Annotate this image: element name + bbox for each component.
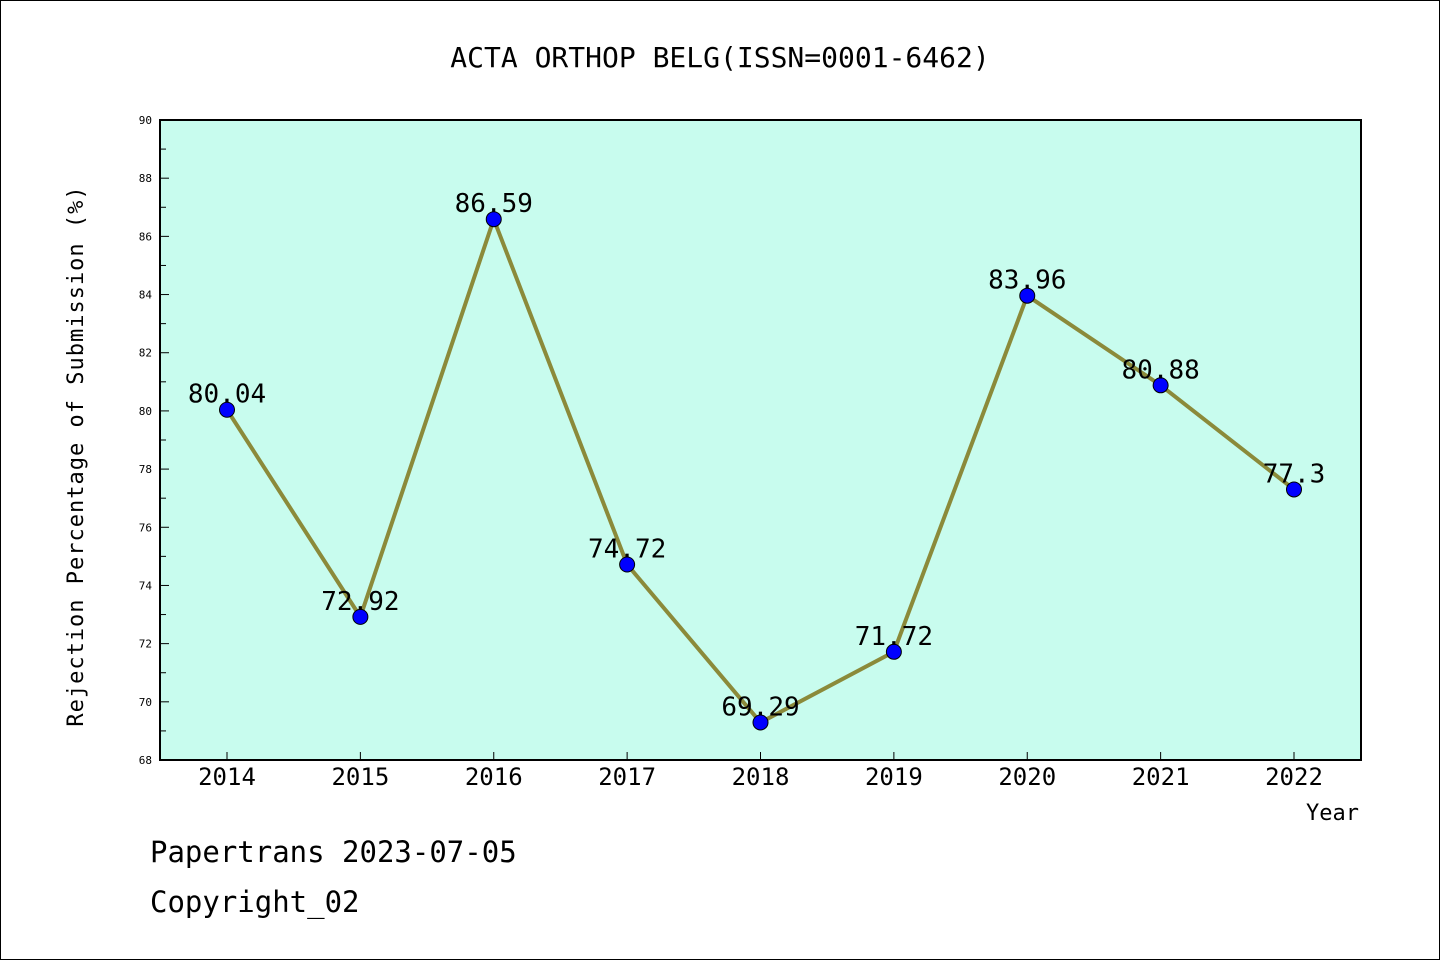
footer-copyright: Copyright_02 — [150, 885, 360, 919]
data-label: 80.04 — [188, 380, 266, 410]
y-tick-label: 76 — [139, 521, 152, 534]
x-tick-label: 2021 — [1132, 763, 1190, 791]
x-tick-label: 2017 — [598, 763, 656, 791]
data-point — [219, 401, 235, 418]
data-label: 83.96 — [988, 266, 1066, 296]
data-label: 71.72 — [855, 622, 933, 652]
data-label: 80.88 — [1121, 355, 1199, 385]
data-label: 72.92 — [321, 587, 399, 617]
data-label: 77.3 — [1263, 459, 1326, 489]
x-tick-label: 2014 — [198, 763, 256, 791]
x-axis: 2014 2015 2016 2017 2018 2019 2020 2021 2022 — [198, 752, 1323, 791]
y-tick-label: 86 — [139, 230, 152, 243]
y-tick-label: 78 — [139, 463, 152, 476]
x-tick-label: 2019 — [865, 763, 923, 791]
y-tick-label: 82 — [139, 347, 152, 360]
x-axis-label: Year — [1306, 801, 1359, 826]
data-point — [619, 556, 636, 573]
x-tick-label: 2018 — [732, 763, 790, 791]
y-axis: 68 70 72 74 76 78 80 82 84 86 88 90 — [139, 114, 169, 767]
data-point — [1286, 481, 1302, 498]
y-tick-label: 80 — [139, 405, 152, 418]
data-point — [352, 608, 369, 625]
data-label: 86.59 — [455, 189, 533, 219]
data-point — [1152, 377, 1169, 394]
data-point — [752, 714, 769, 731]
footer-date: Papertrans 2023-07-05 — [150, 835, 517, 869]
data-point — [485, 211, 502, 228]
y-tick-label: 90 — [139, 114, 152, 127]
x-tick-label: 2022 — [1265, 763, 1323, 791]
data-point — [885, 643, 902, 660]
x-tick-label: 2015 — [331, 763, 389, 791]
x-tick-label: 2020 — [998, 763, 1056, 791]
chart-title: ACTA ORTHOP BELG(ISSN=0001-6462) — [450, 41, 989, 74]
y-tick-label: 74 — [139, 579, 153, 592]
y-axis-label: Rejection Percentage of Submission (%) — [64, 185, 89, 726]
y-tick-label: 68 — [139, 754, 152, 767]
y-tick-label: 72 — [139, 638, 152, 651]
y-tick-label: 84 — [139, 289, 153, 302]
y-tick-label: 88 — [139, 172, 152, 185]
x-tick-label: 2016 — [465, 763, 523, 791]
y-tick-label: 70 — [139, 696, 152, 709]
series-group: 80.04 72.92 86.59 74.72 69.29 71.72 83.96 80.88… — [188, 189, 1326, 731]
data-point — [1019, 287, 1036, 304]
plot-area — [159, 119, 1362, 761]
data-label: 69.29 — [721, 692, 799, 722]
data-label: 74.72 — [588, 535, 666, 565]
